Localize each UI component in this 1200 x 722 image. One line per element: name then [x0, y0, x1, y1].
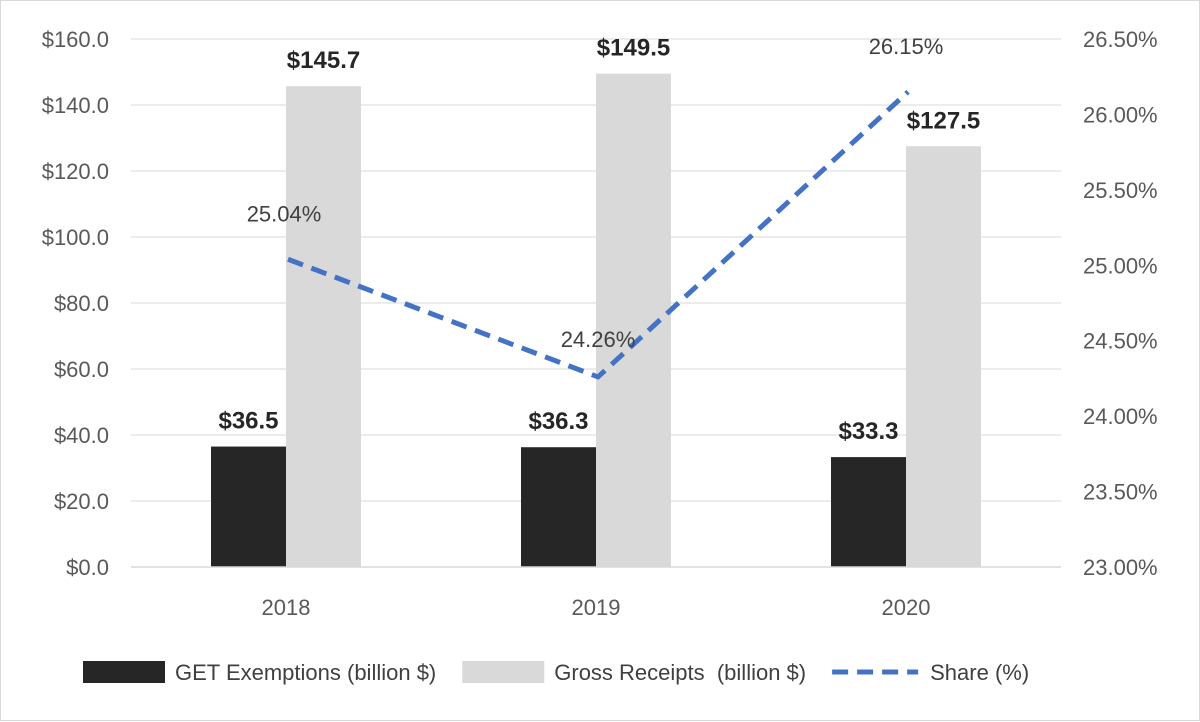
y2-tick-label: 23.00%	[1083, 555, 1158, 580]
data-labels: $36.5 $36.3 $33.3 $145.7 $149.5 $127.5 25.04% 2…	[218, 34, 980, 445]
x-tick-label: 2020	[882, 595, 931, 620]
legend-swatch	[462, 661, 545, 683]
legend-item-1: Gross Receipts (billion $)	[462, 660, 806, 685]
y2-tick-label: 24.50%	[1083, 329, 1158, 354]
bar-value-label: $145.7	[287, 47, 360, 74]
y-tick-label: $0.0	[66, 555, 109, 580]
share-line-path	[287, 89, 910, 380]
y-tick-label: $100.0	[42, 225, 109, 250]
bar-1-2020	[906, 146, 981, 567]
bar-1-2018	[286, 86, 361, 567]
bar-value-label: $36.5	[218, 408, 278, 435]
y2-tick-label: 25.00%	[1083, 253, 1158, 278]
bars	[211, 73, 981, 568]
y2-tick-label: 25.50%	[1083, 178, 1158, 203]
legend-label: Share (%)	[930, 660, 1029, 685]
bar-0-2018	[211, 446, 286, 567]
y2-tick-label: 23.50%	[1083, 480, 1158, 505]
share-value-label: 25.04%	[247, 201, 322, 226]
bar-0-2019	[521, 447, 596, 567]
bar-value-label: $33.3	[838, 418, 898, 445]
x-tick-label: 2019	[572, 595, 621, 620]
legend-label: GET Exemptions (billion $)	[175, 660, 436, 685]
share-line	[287, 89, 910, 380]
legend-label: Gross Receipts (billion $)	[554, 660, 806, 685]
legend: GET Exemptions (billion $) Gross Receipts…	[83, 660, 1029, 685]
y2-tick-label: 26.00%	[1083, 102, 1158, 127]
bar-value-label: $36.3	[528, 408, 588, 435]
y-tick-label: $120.0	[42, 159, 109, 184]
y-tick-label: $20.0	[54, 489, 109, 514]
axes: $0.0 $20.0 $40.0 $60.0 $80.0 $100.0 $120.0 $140…	[42, 27, 1158, 620]
y2-tick-label: 26.50%	[1083, 27, 1158, 52]
y2-tick-label: 24.00%	[1083, 404, 1158, 429]
legend-swatch	[83, 661, 165, 683]
x-tick-label: 2018	[262, 595, 311, 620]
y-tick-label: $140.0	[42, 93, 109, 118]
bar-0-2020	[831, 457, 906, 567]
share-value-label: 24.26%	[561, 327, 636, 352]
legend-item-0: GET Exemptions (billion $)	[83, 660, 436, 685]
y-tick-label: $160.0	[42, 27, 109, 52]
y-tick-label: $60.0	[54, 357, 109, 382]
y-tick-label: $40.0	[54, 423, 109, 448]
bar-value-label: $149.5	[597, 35, 670, 62]
y-tick-label: $80.0	[54, 291, 109, 316]
share-value-label: 26.15%	[869, 34, 944, 59]
bar-value-label: $127.5	[907, 107, 980, 134]
legend-item-2: Share (%)	[832, 660, 1029, 685]
